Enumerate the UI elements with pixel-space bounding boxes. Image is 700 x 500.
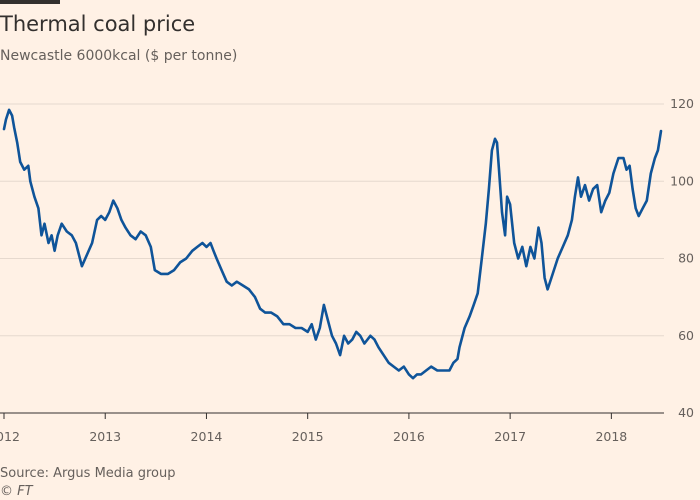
y-tick-label: 60	[678, 328, 694, 343]
x-axis: 2012 2013 2014 2015 2016 2017 2018	[0, 412, 664, 444]
y-axis: 40 60 80 100 120	[670, 96, 694, 420]
series-layer	[2, 108, 663, 380]
y-tick-label: 100	[670, 173, 694, 188]
x-tick-label: 2015	[292, 429, 324, 444]
x-tick-label: 2017	[494, 429, 526, 444]
y-tick-label: 120	[670, 96, 694, 111]
y-tick-label: 80	[678, 251, 694, 266]
chart-subtitle: Newcastle 6000kcal ($ per tonne)	[0, 48, 238, 64]
gridlines	[0, 103, 664, 337]
x-tick-label: 2014	[191, 429, 223, 444]
chart-title: Thermal coal price	[0, 12, 196, 36]
x-tick-label: 2018	[595, 429, 627, 444]
x-tick-label: 2012	[0, 429, 20, 444]
ft-credit: © FT	[0, 484, 33, 499]
x-tick-label: 2013	[89, 429, 121, 444]
price-line	[2, 108, 663, 380]
chart-svg: 2012 2013 2014 2015 2016 2017 2018 40 60 80 100 12…	[0, 96, 694, 444]
x-tick-label: 2016	[393, 429, 425, 444]
brand-bar	[0, 0, 60, 4]
source-note: Source: Argus Media group	[0, 466, 176, 481]
y-tick-label: 40	[678, 405, 694, 420]
